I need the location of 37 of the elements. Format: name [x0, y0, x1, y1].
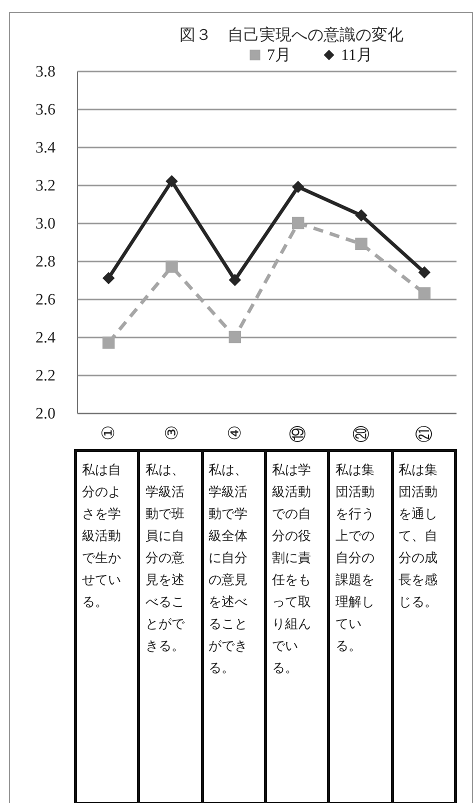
y-tick-label: 3.6	[36, 102, 56, 118]
point	[166, 175, 178, 188]
x-tick-label: ④	[225, 426, 244, 440]
text: 私は、学級活動で学級全体に自分の意見を述べることができる。	[208, 463, 248, 676]
point	[102, 272, 115, 284]
x-tick-label: ⑲	[288, 426, 308, 442]
point	[228, 274, 242, 286]
point	[292, 216, 304, 230]
text: 私は自分のよさを学級活動で生かせている。	[82, 462, 122, 612]
text: 私は、学級活動で班員に自分の意見を述べることができる。	[145, 463, 184, 654]
legend-label: 11月	[341, 47, 372, 64]
y-tick-label: 2.0	[36, 406, 56, 422]
y-tick-label: 2.4	[36, 330, 56, 346]
legend-label: 7月	[267, 47, 291, 64]
chart-title: 図３ 自己実現への意識の変化	[180, 25, 404, 44]
point	[228, 330, 242, 344]
x-tick-label: ③	[162, 426, 182, 440]
x-tick-label: ①	[99, 426, 118, 440]
y-tick-label: 2.6	[36, 292, 56, 308]
y-tick-label: 2.8	[36, 254, 56, 270]
text: 私は集団活動を行う上での自分の課題を理解している。	[335, 463, 374, 654]
x-tick-label: ⑳	[352, 426, 371, 442]
y-tick-label: 2.2	[36, 368, 56, 384]
point	[166, 260, 178, 273]
y-tick-label: 3.2	[36, 178, 56, 194]
y-tick-label: 3.0	[36, 216, 56, 232]
point	[418, 287, 431, 300]
point	[102, 336, 115, 349]
text: 私は集団活動を通して、自分の成長を感じる。	[398, 462, 439, 612]
point	[292, 180, 304, 194]
point	[355, 209, 368, 222]
text: 私は学級活動での自分の役割に責任をもって取り組んでいる。	[272, 463, 311, 676]
point	[418, 266, 431, 279]
x-tick-label: ㉑	[414, 426, 434, 442]
point	[355, 238, 368, 250]
y-tick-label: 3.8	[36, 64, 56, 80]
y-tick-label: 3.4	[36, 140, 56, 156]
